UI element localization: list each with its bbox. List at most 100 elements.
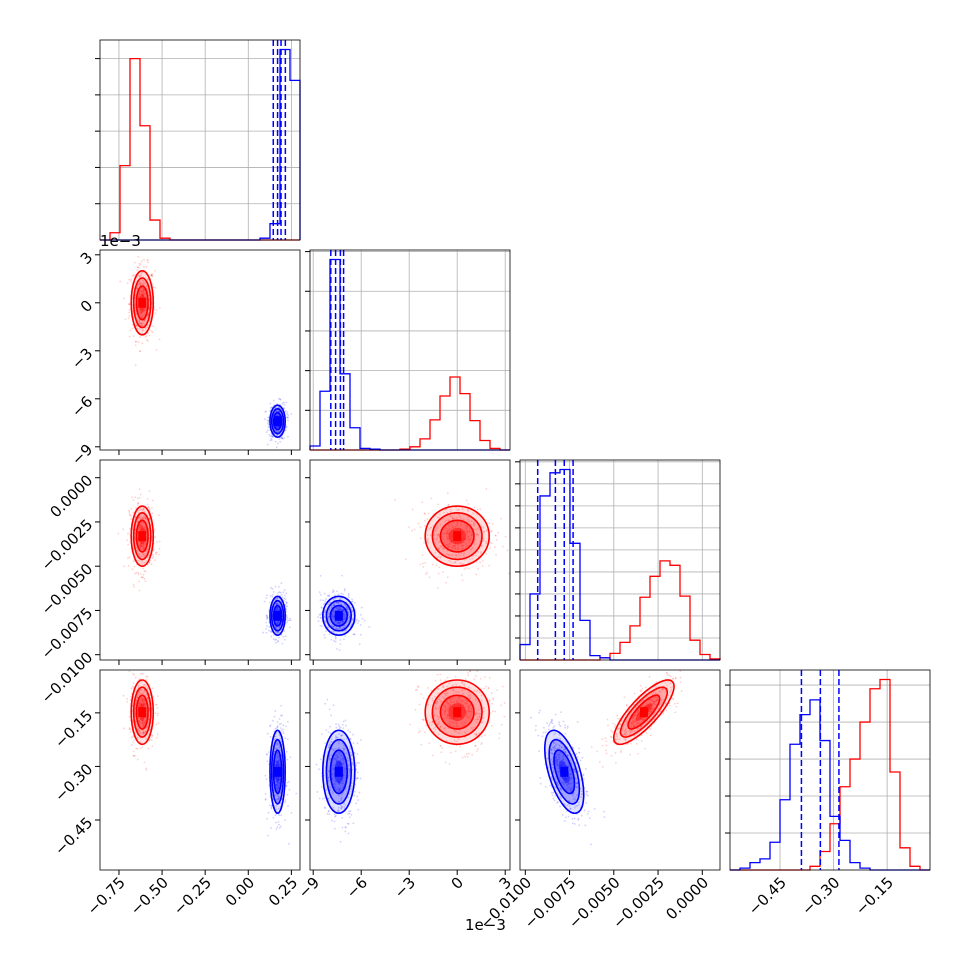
scatter-content xyxy=(117,488,292,645)
scatter-point-0 xyxy=(141,703,143,706)
scatter-point-1 xyxy=(328,759,331,762)
scatter-point-0 xyxy=(422,562,424,565)
scatter-point-1 xyxy=(357,808,360,811)
scatter-point-0 xyxy=(644,747,647,750)
scatter-point-0 xyxy=(427,512,430,515)
scatter-point-1 xyxy=(270,437,273,440)
scatter-point-0 xyxy=(140,523,142,526)
scatter-point-0 xyxy=(633,715,636,718)
scatter-point-0 xyxy=(590,746,593,748)
scatter-point-1 xyxy=(564,750,567,753)
scatter-point-0 xyxy=(134,340,137,343)
scatter-point-1 xyxy=(288,626,291,629)
scatter-point-1 xyxy=(345,826,347,829)
scatter-point-1 xyxy=(354,790,356,793)
scatter-point-0 xyxy=(144,540,147,543)
scatter-point-1 xyxy=(570,776,573,779)
scatter-point-0 xyxy=(460,563,463,566)
scatter-point-0 xyxy=(666,672,669,674)
scatter-point-0 xyxy=(447,714,449,716)
scatter-point-1 xyxy=(320,733,323,736)
scatter-point-0 xyxy=(490,529,493,532)
scatter-point-1 xyxy=(330,638,333,641)
scatter-point-0 xyxy=(139,493,142,496)
scatter-point-1 xyxy=(330,773,333,776)
scatter-point-0 xyxy=(652,709,654,711)
scatter-point-0 xyxy=(439,744,442,747)
scatter-point-0 xyxy=(446,511,449,514)
scatter-point-1 xyxy=(341,574,344,577)
scatter-point-1 xyxy=(359,777,362,780)
scatter-point-1 xyxy=(286,416,289,418)
scatter-point-0 xyxy=(614,761,617,764)
scatter-point-0 xyxy=(488,676,491,679)
scatter-point-0 xyxy=(452,521,455,524)
scatter-point-0 xyxy=(631,729,634,732)
scatter-point-0 xyxy=(143,577,146,580)
scatter-point-0 xyxy=(146,687,149,689)
scatter-point-1 xyxy=(356,622,359,624)
scatter-point-1 xyxy=(344,629,347,632)
scatter-point-0 xyxy=(419,526,422,528)
scatter-point-0 xyxy=(151,553,154,556)
scatter-point-1 xyxy=(338,725,341,728)
scatter-point-1 xyxy=(330,738,333,741)
scatter-point-0 xyxy=(483,531,486,533)
scatter-point-0 xyxy=(132,335,135,338)
scatter-point-0 xyxy=(130,736,133,739)
hist-panel-2 xyxy=(515,459,721,661)
scatter-point-1 xyxy=(285,614,288,617)
scatter-point-1 xyxy=(338,740,341,743)
scatter-point-0 xyxy=(136,696,139,699)
scatter-point-0 xyxy=(144,335,147,338)
scatter-point-1 xyxy=(334,758,337,761)
scatter-point-1 xyxy=(566,787,569,790)
scatter-point-1 xyxy=(286,720,289,723)
scatter-point-0 xyxy=(140,544,143,547)
scatter-point-0 xyxy=(455,705,457,707)
scatter-point-0 xyxy=(433,695,436,698)
scatter-point-1 xyxy=(276,798,279,800)
scatter-point-0 xyxy=(451,546,454,549)
scatter-point-0 xyxy=(138,691,141,694)
scatter-point-0 xyxy=(141,342,144,345)
scatter-point-1 xyxy=(331,604,333,607)
scatter-point-0 xyxy=(629,731,632,734)
scatter-point-1 xyxy=(341,723,344,726)
scatter-point-0 xyxy=(445,701,448,703)
scatter-point-0 xyxy=(449,724,452,727)
scatter-point-0 xyxy=(441,684,444,686)
scatter-point-1 xyxy=(271,435,274,438)
scatter-point-0 xyxy=(465,499,468,502)
scatter-point-0 xyxy=(413,528,416,531)
scatter-point-1 xyxy=(339,620,342,623)
scatter-point-1 xyxy=(341,626,344,629)
scatter-point-0 xyxy=(650,711,653,714)
scatter-point-0 xyxy=(640,725,643,728)
scatter-point-1 xyxy=(550,791,553,794)
scatter-point-0 xyxy=(143,265,145,268)
scatter-point-1 xyxy=(347,729,349,732)
scatter-point-0 xyxy=(444,710,447,713)
scatter-point-0 xyxy=(151,512,154,515)
scatter-point-0 xyxy=(630,729,633,732)
scatter-point-0 xyxy=(141,315,144,318)
scatter-point-0 xyxy=(467,672,469,674)
scatter-point-0 xyxy=(132,750,135,753)
scatter-point-0 xyxy=(457,547,460,549)
scatter-point-0 xyxy=(482,707,485,709)
scatter-point-0 xyxy=(150,274,153,277)
scatter-point-1 xyxy=(329,786,332,789)
scatter-point-0 xyxy=(450,523,453,526)
scatter-point-1 xyxy=(342,759,345,761)
scatter-point-1 xyxy=(276,779,279,782)
scatter-point-0 xyxy=(616,738,619,741)
scatter-point-0 xyxy=(136,266,139,269)
scatter-point-0 xyxy=(451,546,454,549)
scatter-point-0 xyxy=(144,702,147,705)
scatter-point-1 xyxy=(330,754,333,757)
scatter-point-0 xyxy=(653,718,656,720)
scatter-point-0 xyxy=(465,712,468,715)
scatter-point-1 xyxy=(277,797,280,800)
scatter-point-1 xyxy=(332,631,335,634)
